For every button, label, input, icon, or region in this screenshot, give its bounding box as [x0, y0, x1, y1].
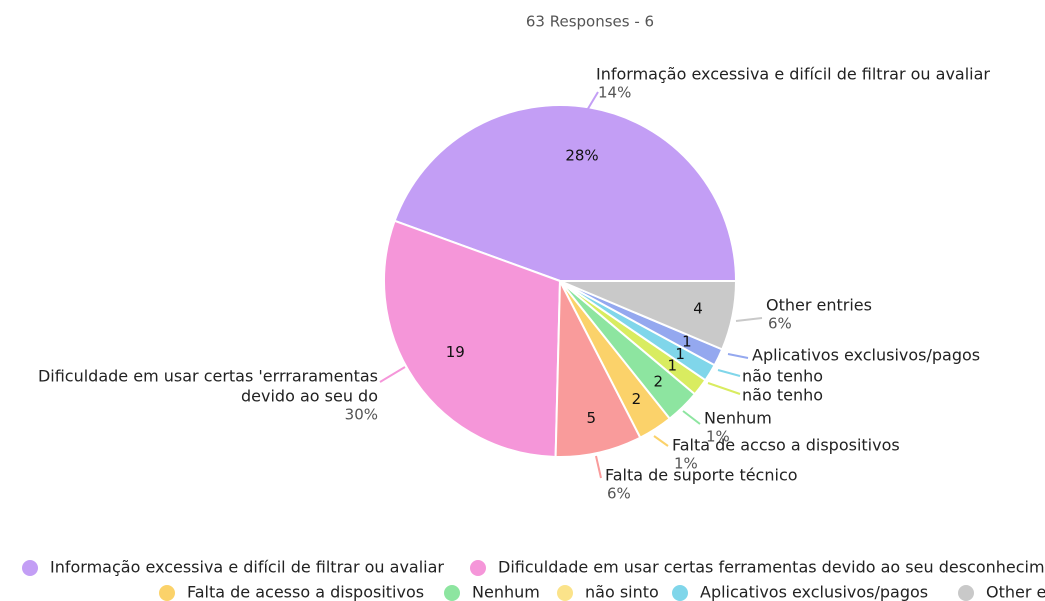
- leader-line: [735, 317, 763, 322]
- chart-subtitle: 63 Responses - 6: [526, 13, 654, 31]
- slice-label: 2: [654, 372, 664, 390]
- legend-label: Falta de acesso a dispositivos: [187, 583, 424, 601]
- pie-slice: [393, 104, 738, 282]
- pie-slice: [383, 219, 562, 458]
- pie-slice: [559, 280, 738, 351]
- legend-label: Dificuldade em usar certas ferramentas d…: [498, 558, 1045, 577]
- legend-label: Other e: [986, 583, 1045, 601]
- leader-line: [653, 435, 669, 447]
- legend-swatch: [159, 585, 175, 601]
- callout-label: devido ao seu do: [241, 387, 378, 406]
- legend-swatch: [470, 560, 486, 576]
- leader-line: [585, 91, 599, 113]
- legend-swatch: [444, 585, 460, 601]
- slice-label: 2: [632, 390, 642, 408]
- legend-swatch: [22, 560, 38, 576]
- callout-percent: 6%: [768, 315, 792, 333]
- leader-line: [682, 410, 701, 425]
- callout-label: Aplicativos exclusivos/pagos: [752, 346, 980, 365]
- callout-percent: 1%: [674, 455, 698, 473]
- leader-line: [707, 382, 741, 395]
- slice-label: 5: [587, 409, 597, 427]
- callout-percent: 6%: [607, 485, 631, 503]
- callout-label: não tenho: [742, 386, 823, 405]
- slice-label: 4: [693, 299, 703, 317]
- leader-line: [379, 366, 406, 383]
- slice-label: 19: [446, 343, 465, 361]
- legend-swatch: [958, 585, 974, 601]
- callout-label: Nenhum: [704, 409, 772, 428]
- callout-label: Informação excessiva e difícil de filtra…: [596, 65, 990, 84]
- slice-label: 1: [682, 333, 692, 351]
- legend-label: não sinto: [585, 583, 659, 601]
- leader-line: [595, 455, 602, 479]
- callout-percent: 14%: [598, 84, 631, 102]
- slice-label: 1: [675, 345, 685, 363]
- slice-label: 28%: [565, 147, 598, 165]
- callout-percent: 1%: [706, 428, 730, 446]
- callout-label: Other entries: [766, 296, 872, 315]
- legend-label: Aplicativos exclusivos/pagos: [700, 583, 928, 601]
- legend-label: Nenhum: [472, 583, 540, 601]
- callout-label: não tenho: [742, 367, 823, 386]
- slice-label: 1: [667, 357, 677, 375]
- leader-line: [727, 353, 749, 359]
- leader-line: [717, 369, 741, 377]
- callout-label: Falta de suporte técnico: [605, 466, 798, 485]
- callout-percent: 30%: [345, 406, 378, 424]
- callout-label: Falta de accso a dispositivos: [672, 436, 900, 455]
- callout-label: Dificuldade em usar certas 'errraramenta…: [38, 367, 378, 386]
- legend-swatch: [672, 585, 688, 601]
- legend-swatch: [557, 585, 573, 601]
- legend-label: Informação excessiva e difícil de filtra…: [50, 558, 444, 577]
